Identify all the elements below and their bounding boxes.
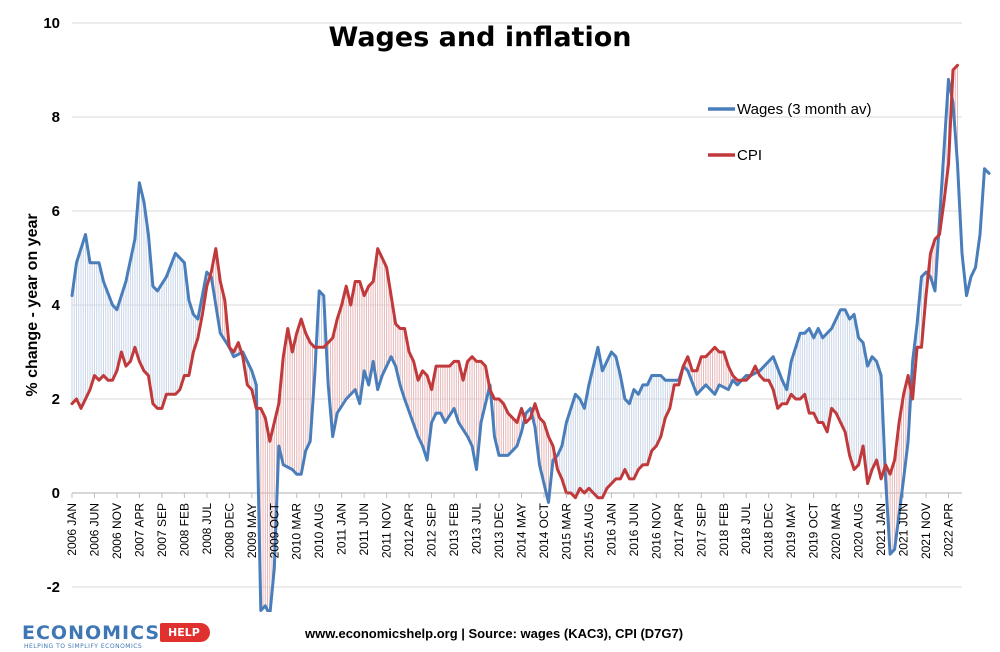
x-tick-label: 2011 JUN: [357, 503, 371, 555]
y-axis-ticks: -2 0 2 4 6 8 10: [43, 15, 60, 596]
x-tick-label: 2014 OCT: [537, 502, 551, 558]
x-tick-label: 2022 APR: [942, 503, 956, 557]
x-tick-label: 2021 JAN: [874, 503, 888, 556]
x-tick-label: 2016 JAN: [604, 503, 618, 556]
source-note: www.economicshelp.org | Source: wages (K…: [305, 626, 684, 641]
x-tick-label: 2014 MAY: [514, 503, 528, 558]
legend-label-cpi: CPI: [737, 147, 762, 164]
x-tick-label: 2009 MAY: [245, 503, 259, 558]
legend-label-wages: Wages (3 month av): [737, 101, 872, 118]
x-tick-label: 2008 JUL: [200, 503, 214, 555]
x-tick-label: 2009 OCT: [267, 502, 281, 558]
x-tick-label: 2017 SEP: [694, 503, 708, 557]
x-tick-label: 2010 AUG: [312, 503, 326, 558]
y-axis-label: % change - year on year: [24, 213, 41, 396]
x-tick-label: 2013 DEC: [492, 503, 506, 559]
x-axis-ticks: 2006 JAN 2006 JUN 2006 NOV 2007 APR 2007 SEP…: [65, 493, 956, 560]
y-tick-label: 2: [52, 391, 60, 408]
x-tick-label: 2018 FEB: [717, 503, 731, 556]
x-tick-label: 2015 MAR: [559, 503, 573, 560]
y-tick-label: -2: [47, 579, 60, 596]
chart-title: Wages and inflation: [329, 22, 632, 53]
x-tick-label: 2008 DEC: [222, 503, 236, 559]
x-tick-label: 2006 JAN: [65, 503, 79, 556]
y-tick-label: 0: [52, 485, 60, 502]
x-tick-label: 2021 JUN: [897, 503, 911, 556]
series-line-cpi: [70, 63, 959, 500]
x-tick-label: 2007 SEP: [155, 503, 169, 557]
footer: ECONOMICS HELP HELPING TO SIMPLIFY ECONO…: [0, 612, 1000, 650]
x-tick-label: 2016 JUN: [627, 503, 641, 556]
x-tick-label: 2013 JUL: [470, 503, 484, 555]
x-tick-label: 2011 NOV: [380, 503, 394, 558]
series-lines: [70, 63, 991, 612]
x-tick-label: 2012 SEP: [425, 503, 439, 557]
legend: Wages (3 month av) CPI: [708, 101, 872, 164]
logo-word: ECONOMICS: [22, 622, 161, 644]
x-tick-label: 2017 APR: [672, 503, 686, 557]
x-tick-label: 2013 FEB: [447, 503, 461, 556]
series-line-wages: [70, 77, 991, 612]
y-tick-label: 4: [52, 297, 61, 314]
x-tick-label: 2018 DEC: [762, 503, 776, 559]
x-tick-label: 2019 OCT: [807, 502, 821, 558]
x-tick-label: 2019 MAY: [784, 503, 798, 558]
logo-tagline: HELPING TO SIMPLIFY ECONOMICS: [24, 643, 143, 650]
x-tick-label: 2018 JUL: [739, 503, 753, 555]
y-tick-label: 10: [43, 15, 60, 32]
x-tick-label: 2021 NOV: [919, 503, 933, 559]
x-tick-label: 2011 JAN: [335, 503, 349, 555]
x-tick-label: 2020 MAR: [829, 503, 843, 560]
x-tick-label: 2006 NOV: [110, 503, 124, 559]
x-tick-label: 2015 AUG: [582, 503, 596, 558]
y-tick-label: 8: [52, 109, 60, 126]
x-tick-label: 2016 NOV: [649, 503, 663, 559]
x-tick-label: 2007 APR: [132, 503, 146, 557]
x-tick-label: 2006 JUN: [87, 503, 101, 556]
x-tick-label: 2008 FEB: [177, 503, 191, 556]
y-tick-label: 6: [52, 203, 60, 220]
x-tick-label: 2012 APR: [402, 503, 416, 557]
x-tick-label: 2010 MAR: [290, 503, 304, 560]
logo-tag: HELP: [160, 623, 210, 642]
x-tick-label: 2020 AUG: [852, 503, 866, 558]
